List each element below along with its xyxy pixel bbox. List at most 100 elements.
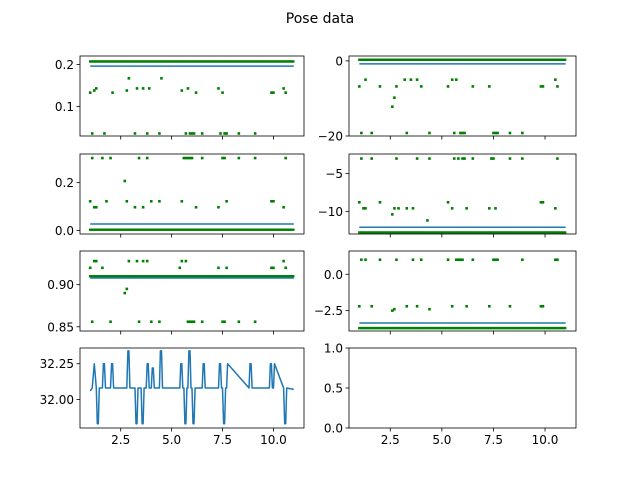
data-point (180, 199, 184, 203)
baseline-marker (108, 60, 112, 63)
baseline-marker (215, 60, 219, 63)
baseline-marker (424, 326, 428, 330)
baseline-marker (125, 228, 129, 231)
baseline-marker (130, 60, 133, 63)
baseline-marker (165, 228, 168, 231)
baseline-marker (124, 228, 127, 231)
baseline-marker (392, 58, 395, 61)
baseline-marker (551, 326, 554, 330)
data-point (282, 87, 285, 90)
baseline-marker (150, 228, 153, 231)
baseline-marker (88, 275, 92, 278)
baseline-marker (240, 275, 243, 278)
baseline-marker (137, 228, 141, 231)
baseline-marker (183, 228, 187, 231)
plot-area (349, 348, 576, 428)
baseline-marker (449, 58, 452, 61)
baseline-marker (546, 326, 550, 330)
data-point (541, 201, 545, 204)
baseline-marker (503, 231, 507, 234)
baseline-marker (381, 58, 384, 61)
y-tick-label: −10 (318, 205, 343, 219)
subplot-3: 0.0 0.2 (55, 153, 305, 238)
baseline-marker (121, 228, 124, 231)
baseline-marker (403, 326, 406, 330)
data-point (158, 199, 161, 203)
baseline-marker (194, 275, 197, 278)
baseline-marker (488, 58, 491, 61)
baseline-marker (127, 60, 130, 63)
baseline-marker (375, 58, 378, 61)
baseline-marker (368, 58, 372, 61)
x-tick-label: 7.5 (213, 433, 232, 447)
baseline-marker (162, 60, 165, 63)
baseline-marker (461, 326, 465, 330)
baseline-marker (509, 231, 513, 234)
baseline-marker (241, 275, 245, 278)
baseline-marker (209, 60, 213, 63)
baseline-marker (286, 275, 289, 278)
data-point (180, 259, 184, 263)
baseline-marker (478, 231, 482, 234)
baseline-marker (192, 60, 196, 63)
subplot-4: −10 −5 (318, 153, 577, 238)
baseline-marker (511, 231, 514, 234)
data-point (135, 259, 139, 263)
baseline-marker (378, 231, 381, 234)
baseline-marker (409, 58, 412, 61)
baseline-marker (205, 275, 208, 278)
data-point (419, 258, 423, 262)
baseline-marker (511, 58, 514, 61)
y-tick-label: 0.85 (47, 320, 74, 334)
baseline-marker (410, 231, 414, 234)
baseline-marker (148, 228, 151, 231)
axes-frame (348, 250, 577, 332)
data-point (160, 77, 163, 80)
baseline-marker (373, 58, 376, 61)
baseline-marker (359, 58, 363, 61)
baseline-marker (107, 228, 110, 231)
baseline-marker (433, 58, 437, 61)
baseline-marker (409, 326, 412, 330)
data-point (253, 156, 257, 160)
data-point (370, 304, 373, 308)
data-point (186, 87, 190, 90)
baseline-marker (384, 326, 387, 330)
data-point (459, 258, 462, 262)
baseline-marker (145, 275, 148, 278)
baseline-marker (261, 228, 264, 231)
baseline-marker (466, 58, 469, 61)
data-point (450, 304, 454, 308)
baseline-marker (118, 275, 121, 278)
baseline-marker (119, 60, 122, 63)
baseline-marker (270, 228, 274, 231)
data-point (428, 307, 431, 311)
baseline-marker (563, 231, 567, 234)
data-point (158, 132, 161, 135)
axes-frame (348, 55, 577, 137)
baseline-marker (246, 228, 249, 231)
baseline-marker (404, 231, 407, 234)
data-point (284, 266, 287, 270)
data-point (488, 85, 491, 88)
baseline-marker (534, 231, 537, 234)
y-tick-label: 0 (335, 54, 343, 68)
baseline-marker (133, 275, 136, 278)
baseline-marker (223, 275, 226, 278)
baseline-marker (134, 275, 138, 278)
data-point (496, 258, 499, 262)
data-point (127, 77, 131, 80)
baseline-marker (441, 326, 445, 330)
baseline-marker (455, 231, 459, 234)
baseline-marker (506, 58, 510, 61)
baseline-marker (143, 275, 147, 278)
baseline-marker (403, 231, 406, 234)
data-point (184, 156, 188, 160)
baseline-marker (287, 275, 290, 278)
baseline-marker (142, 228, 145, 231)
baseline-marker (258, 60, 261, 63)
baseline-marker (214, 228, 217, 231)
baseline-marker (420, 58, 423, 61)
baseline-marker (211, 60, 214, 63)
baseline-marker (290, 228, 293, 231)
